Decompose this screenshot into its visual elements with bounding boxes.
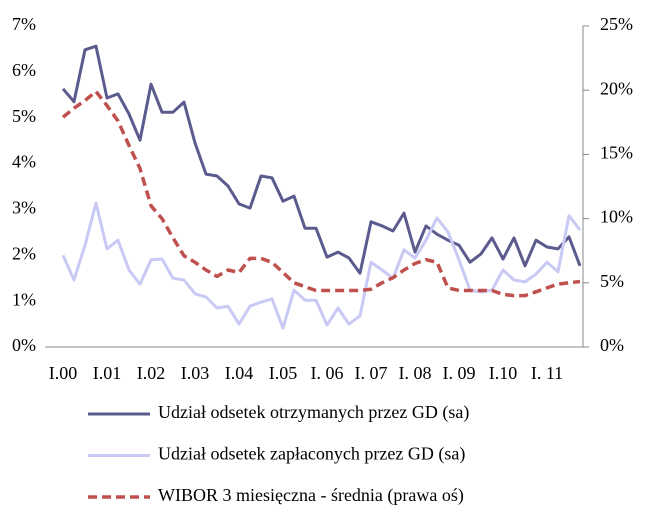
y-tick-label: 7% [12,14,36,34]
x-tick-label: I.03 [181,363,210,383]
legend-label: WIBOR 3 miesięczna - średnia (prawa oś) [158,485,464,506]
x-tick-label: I. 06 [311,363,344,383]
y-tick-label: 5% [12,106,36,126]
x-tick-label: I. 09 [443,363,476,383]
x-tick-label: I.05 [269,363,298,383]
x-tick-label: I.10 [489,363,518,383]
y2-tick-label: 10% [600,207,633,227]
x-tick-label: I.00 [49,363,78,383]
y-tick-label: 0% [12,335,36,355]
y2-tick-label: 5% [600,271,624,291]
x-tick-label: I. 08 [399,363,432,383]
y-tick-label: 1% [12,289,36,309]
series-line [61,201,582,330]
x-tick-label: I. 07 [355,363,388,383]
y2-tick-label: 15% [600,143,633,163]
x-tick-label: I. 11 [531,363,563,383]
series-line [61,89,581,298]
y-tick-label: 4% [12,152,36,172]
y-tick-label: 3% [12,198,36,218]
y2-tick-label: 20% [600,78,633,98]
y2-tick-label: 0% [600,335,624,355]
legend-label: Udział odsetek otrzymanych przez GD (sa) [158,402,469,423]
legend-label: Udział odsetek zapłaconych przez GD (sa) [158,444,465,465]
y-tick-label: 6% [12,60,36,80]
x-tick-label: I.02 [137,363,166,383]
x-tick-label: I.04 [225,363,254,383]
x-tick-label: I.01 [93,363,122,383]
y-tick-label: 2% [12,243,36,263]
y2-tick-label: 25% [600,14,633,34]
series-line [61,44,582,275]
